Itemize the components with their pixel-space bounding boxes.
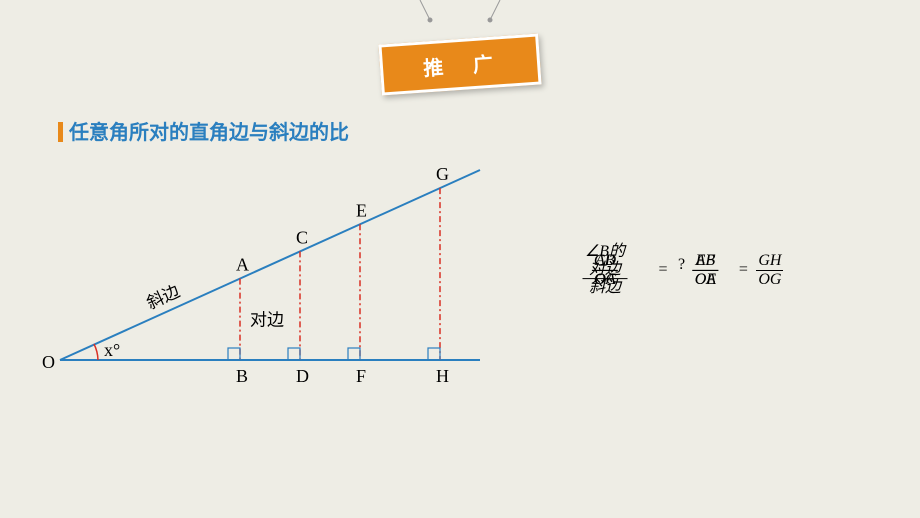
diagram-svg: ABCDEFGHOx°斜边对边 [40,150,500,410]
formula-overlap-1: ∠B的对边 斜边 CD OC AB OA [560,250,650,290]
svg-text:G: G [436,164,449,184]
heading-text: 任意角所对的直角边与斜边的比 [69,122,349,144]
ratio-formula: ∠B的对边 斜边 CD OC AB OA = ? EF OE AB OA = G… [560,250,880,310]
svg-text:C: C [296,227,308,247]
hanger-lines [380,0,540,24]
fraction-gh-og: GH OG [756,252,783,288]
svg-text:A: A [236,255,249,275]
title-banner-text: 推 广 [378,33,541,95]
banner-hanger: 推 广 [380,0,540,90]
formula-overlap-2: EF OE AB OA [680,250,730,290]
geometry-diagram: ABCDEFGHOx°斜边对边 [40,150,500,415]
title-banner: 推 广 [378,33,541,95]
svg-text:F: F [356,366,366,386]
svg-text:D: D [296,366,309,386]
svg-text:B: B [236,366,248,386]
equals-2: = [735,261,752,279]
svg-text:x°: x° [104,340,120,360]
svg-text:O: O [42,352,55,372]
equals-1: = [654,261,671,279]
heading-accent-bar [58,122,63,142]
svg-text:对边: 对边 [250,310,284,329]
svg-text:E: E [356,200,367,220]
section-heading: 任意角所对的直角边与斜边的比 [58,116,349,145]
svg-text:H: H [436,366,449,386]
